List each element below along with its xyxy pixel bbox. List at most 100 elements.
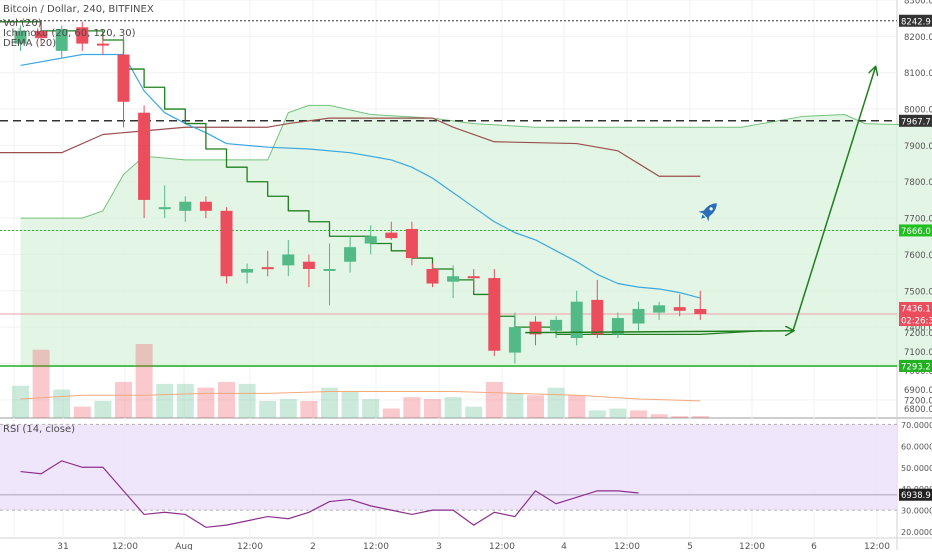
price-label[interactable]: 7436.1 <box>899 302 932 315</box>
volume-bar <box>136 344 153 418</box>
candle-body <box>385 233 397 238</box>
volume-bar <box>630 410 647 418</box>
volume-bar <box>548 388 565 418</box>
candle-body <box>262 267 274 269</box>
volume-bar <box>94 401 111 418</box>
time-axis-label: 3 <box>436 542 442 550</box>
candle-body <box>468 276 480 278</box>
candle-body <box>653 305 665 312</box>
candle-body <box>674 307 686 311</box>
candle-body <box>324 269 336 271</box>
time-axis-label: 12:00 <box>614 542 640 550</box>
price-label[interactable]: 8242.9 <box>899 15 932 28</box>
volume-tick-label: 7100.0 <box>904 348 932 358</box>
rsi-tick-label: 30.0000 <box>901 507 932 516</box>
volume-bar <box>651 414 668 418</box>
candle-body <box>97 44 109 46</box>
price-label[interactable]: 6938.9 <box>899 489 932 502</box>
candle-body <box>221 211 233 276</box>
candle-body <box>406 229 418 258</box>
legend-dema[interactable]: DEMA (20) <box>3 38 56 50</box>
candle-body <box>303 262 315 269</box>
price-label[interactable]: 7967.7 <box>899 115 932 128</box>
price-tick-label: 7700.0 <box>904 215 932 225</box>
volume-bar <box>445 397 462 418</box>
time-axis-label: 4 <box>561 542 567 550</box>
volume-bar <box>589 410 606 418</box>
volume-bar <box>403 397 420 418</box>
price-tick-label: 7500.0 <box>904 287 932 297</box>
candle-body <box>591 300 603 335</box>
volume-bar <box>671 416 688 418</box>
time-axis-label: 12:00 <box>363 542 389 550</box>
rsi-tick-label: 50.0000 <box>901 464 932 473</box>
price-label[interactable]: 7293.2 <box>899 360 932 373</box>
volume-bar <box>280 399 297 418</box>
volume-bar <box>465 407 482 418</box>
volume-bar <box>218 382 235 418</box>
candle-body <box>241 269 253 273</box>
volume-tick-label: 7200.0 <box>904 329 932 339</box>
volume-bar <box>12 386 29 418</box>
time-axis-label: 12:00 <box>112 542 138 550</box>
price-label-text: 7967.7 <box>901 117 931 127</box>
candle-body <box>694 309 706 314</box>
time-axis-label: Aug <box>175 542 193 550</box>
price-tick-label: 8300.0 <box>904 0 932 7</box>
volume-bar <box>692 416 709 418</box>
time-axis-label: 12:00 <box>237 542 263 550</box>
time-axis-label: 12:00 <box>739 542 765 550</box>
price-tick-label: 7800.0 <box>904 178 932 188</box>
candle-body <box>282 254 294 265</box>
candle-body <box>550 320 562 331</box>
candle-body <box>633 309 645 324</box>
candle-body <box>118 55 130 102</box>
price-label-text: 7666.0 <box>901 227 931 237</box>
candle-body <box>179 202 191 211</box>
candle-body <box>447 276 459 281</box>
volume-bar <box>424 399 441 418</box>
time-axis-label: 12:00 <box>864 542 890 550</box>
candle-body <box>138 113 150 200</box>
candle-body <box>427 269 439 284</box>
volume-bar <box>33 350 50 418</box>
candle-body <box>488 278 500 351</box>
volume-bar <box>259 401 276 418</box>
volume-bar <box>568 395 585 418</box>
price-label[interactable]: 7666.0 <box>899 224 932 237</box>
volume-tick-label: 6800.0 <box>904 405 932 415</box>
price-label-text: 6938.9 <box>901 491 931 501</box>
price-label-text: 7293.2 <box>901 362 931 372</box>
volume-bar <box>115 382 132 418</box>
volume-bar <box>74 407 91 418</box>
volume-bar <box>300 401 317 418</box>
volume-bar <box>609 409 626 418</box>
price-tick-label: 8100.0 <box>904 69 932 79</box>
volume-bar <box>321 388 338 418</box>
volume-bar <box>342 391 359 418</box>
volume-bar <box>527 395 544 418</box>
rsi-band <box>0 424 897 510</box>
price-tick-label: 7900.0 <box>904 142 932 152</box>
volume-bar <box>486 382 503 418</box>
rsi-tick-label: 60.0000 <box>901 442 932 451</box>
candle <box>488 269 500 356</box>
symbol-title: Bitcoin / Dollar, 240, BITFINEX <box>3 4 154 16</box>
legend-rsi[interactable]: RSI (14, close) <box>3 424 75 436</box>
price-tick-label: 7600.0 <box>904 251 932 261</box>
price-tick-label: 8000.0 <box>904 106 932 116</box>
rsi-tick-label: 70.0000 <box>901 421 932 430</box>
price-label-text: 8242.9 <box>901 17 931 27</box>
volume-bar <box>156 384 173 418</box>
candle-body <box>159 207 171 209</box>
volume-bar <box>177 384 194 418</box>
price-tick-label: 8200.0 <box>904 33 932 43</box>
time-axis-label: 12:00 <box>489 542 515 550</box>
candle-body <box>365 236 377 243</box>
volume-bar <box>53 390 70 418</box>
time-axis-label: 6 <box>811 542 817 550</box>
price-label[interactable]: 02:26:34 <box>899 314 932 327</box>
volume-bar <box>362 399 379 418</box>
